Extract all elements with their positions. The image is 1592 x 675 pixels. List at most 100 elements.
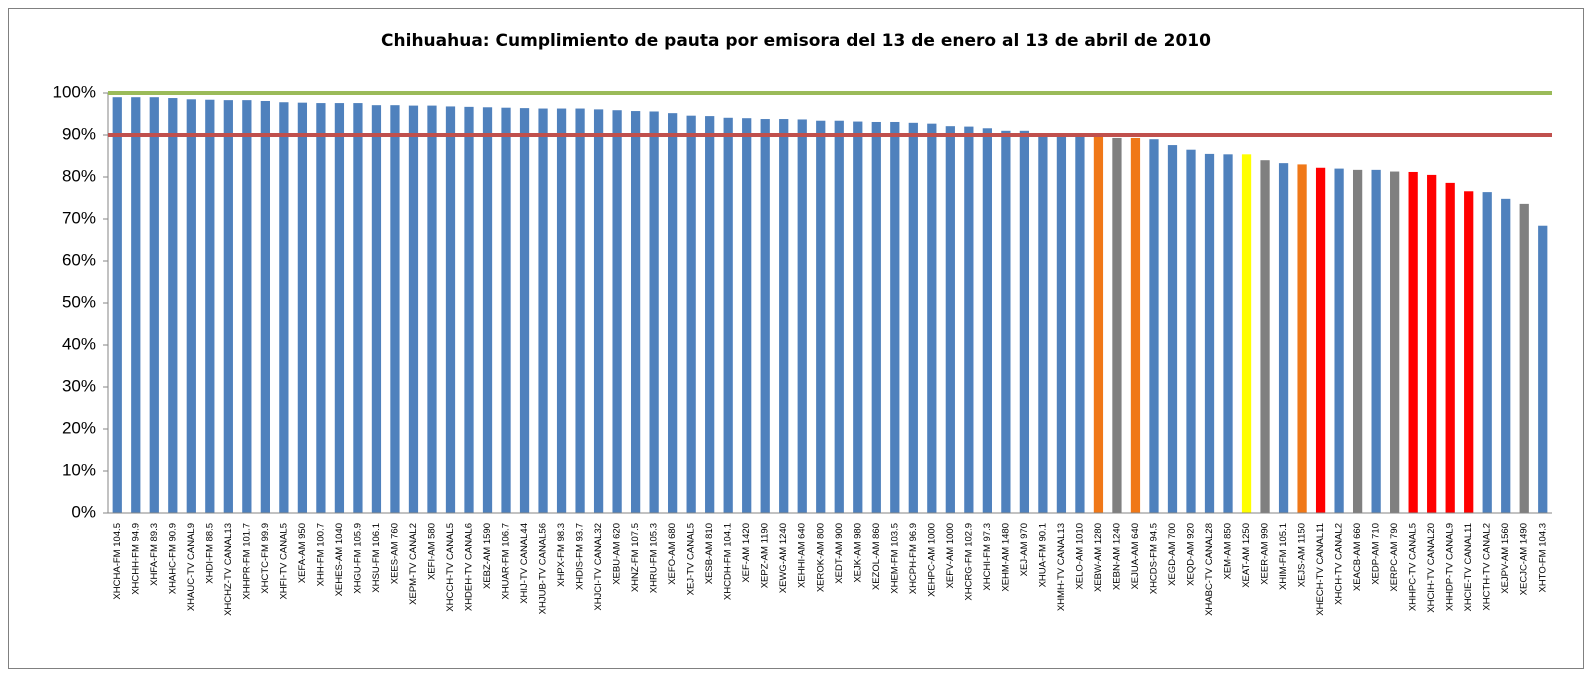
x-tick-label: XHCHZ-TV CANAL13 bbox=[223, 523, 234, 616]
x-tick-label: XEJS-AM 1150 bbox=[1297, 523, 1308, 587]
y-tick-label: 100% bbox=[53, 82, 96, 101]
bar bbox=[649, 111, 659, 513]
x-tick-label: XEBN-AM 1240 bbox=[1111, 523, 1122, 590]
bar bbox=[1223, 154, 1233, 513]
bar bbox=[1056, 135, 1067, 513]
y-tick-label: 50% bbox=[62, 292, 96, 311]
bar bbox=[1204, 153, 1215, 513]
x-tick-label: XHCHI-FM 97.3 bbox=[982, 523, 993, 591]
x-tick-label: XEBZ-AM 1590 bbox=[482, 523, 493, 589]
x-tick-label: XEER-AM 990 bbox=[1260, 523, 1271, 585]
bar bbox=[1241, 154, 1252, 513]
bar bbox=[797, 119, 807, 514]
bar bbox=[908, 122, 918, 513]
x-tick-label: XEHHI-AM 640 bbox=[797, 523, 808, 588]
bar bbox=[1167, 145, 1178, 513]
x-tick-label: XEGD-AM 700 bbox=[1167, 523, 1178, 586]
x-tick-label: XHFI-TV CANAL5 bbox=[278, 523, 289, 600]
x-tick-label: XEJK-AM 980 bbox=[852, 523, 863, 583]
y-tick-label: 0% bbox=[71, 502, 96, 521]
bar bbox=[871, 121, 881, 513]
bar bbox=[1278, 163, 1289, 513]
y-tick-label: 80% bbox=[62, 166, 96, 185]
x-tick-label: XHAUC-TV CANAL9 bbox=[186, 523, 197, 611]
x-tick-label: XHTO-FM 104.3 bbox=[1537, 523, 1548, 593]
bar bbox=[371, 105, 382, 514]
bar bbox=[353, 103, 363, 513]
bar bbox=[834, 120, 844, 513]
bar bbox=[945, 126, 955, 514]
bar bbox=[927, 123, 937, 513]
bar bbox=[853, 121, 863, 513]
x-tick-label: XHCTC-FM 99.9 bbox=[260, 523, 271, 594]
bar bbox=[1001, 130, 1011, 514]
x-tick-label: XHGU-FM 105.9 bbox=[352, 523, 363, 594]
bar bbox=[1445, 182, 1455, 513]
y-tick-label: 70% bbox=[62, 208, 96, 227]
x-tick-label: XHDEH-TV CANAL6 bbox=[464, 523, 475, 611]
x-tick-label: XHMH-TV CANAL13 bbox=[1056, 523, 1067, 611]
x-tick-label: XEDT-AM 900 bbox=[834, 523, 845, 584]
x-tick-label: XHCHA-FM 104.5 bbox=[112, 523, 123, 600]
x-tick-label: XEQD-AM 920 bbox=[1186, 523, 1197, 586]
bar bbox=[186, 99, 196, 514]
x-tick-label: XHPX-FM 98.3 bbox=[556, 523, 567, 587]
bar bbox=[1297, 164, 1307, 513]
bar bbox=[1130, 137, 1141, 513]
bar bbox=[686, 115, 696, 514]
x-tick-label: XEM-AM 850 bbox=[1223, 523, 1234, 580]
x-tick-label: XEPZ-AM 1190 bbox=[760, 523, 771, 588]
bar bbox=[630, 111, 641, 513]
bar bbox=[168, 98, 178, 513]
x-tick-label: XHNZ-FM 107.5 bbox=[630, 523, 641, 592]
bar bbox=[1315, 167, 1326, 513]
x-tick-label: XHUA-FM 90.1 bbox=[1037, 523, 1048, 587]
x-tick-label: XHCCH-TV CANAL5 bbox=[445, 523, 456, 612]
x-tick-label: XHHDP-TV CANAL9 bbox=[1445, 523, 1456, 611]
bar bbox=[593, 109, 604, 513]
bar bbox=[890, 121, 900, 513]
bar bbox=[612, 110, 622, 513]
x-tick-label: XELO-AM 1010 bbox=[1074, 523, 1085, 590]
x-tick-label: XEJ-AM 970 bbox=[1019, 523, 1030, 576]
bar bbox=[760, 119, 770, 513]
chart-title: Chihuahua: Cumplimiento de pauta por emi… bbox=[381, 31, 1211, 51]
bar bbox=[742, 118, 752, 513]
x-tick-label: XHDI-FM 88.5 bbox=[204, 523, 215, 584]
x-tick-label: XEFV-AM 1000 bbox=[945, 523, 956, 588]
x-tick-label: XEBU-AM 620 bbox=[612, 523, 623, 585]
bar bbox=[149, 97, 159, 513]
x-tick-label: XHCDH-FM 104.1 bbox=[723, 523, 734, 600]
x-tick-label: XEBW-AM 1280 bbox=[1093, 523, 1104, 592]
x-tick-label: XECJC-AM 1490 bbox=[1519, 523, 1530, 595]
x-tick-label: XHCIH-TV CANAL20 bbox=[1426, 523, 1437, 613]
x-tick-label: XHECH-TV CANAL11 bbox=[1315, 523, 1326, 616]
x-tick-label: XHUAR-FM 106.7 bbox=[501, 523, 512, 600]
x-tick-label: XHABC-TV CANAL28 bbox=[1204, 523, 1215, 616]
x-tick-label: XHCH-TV CANAL2 bbox=[1334, 523, 1345, 605]
bar bbox=[408, 105, 419, 513]
bar bbox=[1538, 225, 1548, 513]
x-tick-label: XHJUB-TV CANAL56 bbox=[538, 523, 549, 614]
bar bbox=[205, 99, 215, 513]
x-tick-label: XHCHH-FM 94.9 bbox=[130, 523, 141, 595]
bar bbox=[482, 107, 493, 513]
x-tick-label: XEDP-AM 710 bbox=[1371, 523, 1382, 585]
bar bbox=[260, 100, 270, 513]
x-tick-label: XHCRG-FM 102.9 bbox=[963, 523, 974, 601]
x-tick-label: XEWG-AM 1240 bbox=[778, 523, 789, 593]
x-tick-label: XEJPV-AM 1560 bbox=[1500, 523, 1511, 594]
x-tick-label: XHCIE-TV CANAL11 bbox=[1463, 523, 1474, 612]
bar bbox=[1390, 171, 1400, 514]
bar bbox=[1482, 192, 1492, 513]
x-tick-label: XHCDS-FM 94.5 bbox=[1148, 523, 1159, 594]
bar bbox=[464, 106, 474, 514]
bar bbox=[334, 103, 345, 513]
x-tick-label: XHRU-FM 105.3 bbox=[649, 523, 660, 593]
bar bbox=[316, 103, 326, 513]
x-tick-label: XHHPR-FM 101.7 bbox=[241, 523, 252, 600]
x-tick-label: XHDIS-FM 93.7 bbox=[575, 523, 586, 590]
y-tick-label: 10% bbox=[62, 460, 96, 479]
bar bbox=[575, 108, 585, 513]
